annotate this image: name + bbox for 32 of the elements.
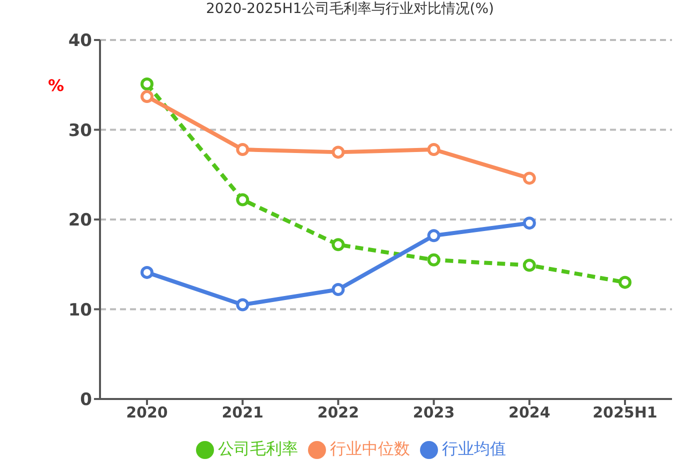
x-tick-label: 2021 bbox=[222, 404, 264, 422]
point bbox=[332, 238, 345, 252]
y-tick-label: 40 bbox=[68, 31, 92, 52]
point bbox=[427, 253, 440, 266]
point bbox=[140, 77, 154, 90]
x-tick-label: 2022 bbox=[317, 404, 360, 422]
point bbox=[332, 146, 345, 159]
point bbox=[332, 283, 345, 296]
y-axis-title: % bbox=[48, 76, 64, 95]
x-tick-label: 2023 bbox=[412, 404, 455, 422]
chart-title: 2020-2025H1公司毛利率与行业对比情况(%) bbox=[205, 0, 495, 18]
y-tick-label: 10 bbox=[68, 300, 92, 320]
point bbox=[522, 216, 536, 230]
x-tick-label: 2024 bbox=[508, 404, 550, 422]
legend-label: 行业均值 bbox=[442, 439, 506, 458]
point bbox=[522, 258, 536, 272]
y-tick-label: 30 bbox=[68, 120, 92, 141]
point bbox=[427, 142, 440, 156]
x-tick-label: 2020 bbox=[126, 404, 168, 422]
y-tick-label: 20 bbox=[68, 210, 92, 231]
point bbox=[522, 172, 536, 185]
x-tick-label: 2025H1 bbox=[592, 404, 658, 422]
point bbox=[236, 193, 250, 206]
point bbox=[236, 142, 250, 156]
legend-label: 公司毛利率 bbox=[218, 439, 298, 458]
point bbox=[236, 298, 250, 312]
point bbox=[618, 276, 632, 289]
point bbox=[427, 229, 440, 242]
legend-label: 行业中位数 bbox=[330, 439, 410, 458]
y-tick-label: 0 bbox=[80, 390, 92, 410]
point bbox=[140, 90, 154, 104]
point bbox=[140, 266, 154, 279]
